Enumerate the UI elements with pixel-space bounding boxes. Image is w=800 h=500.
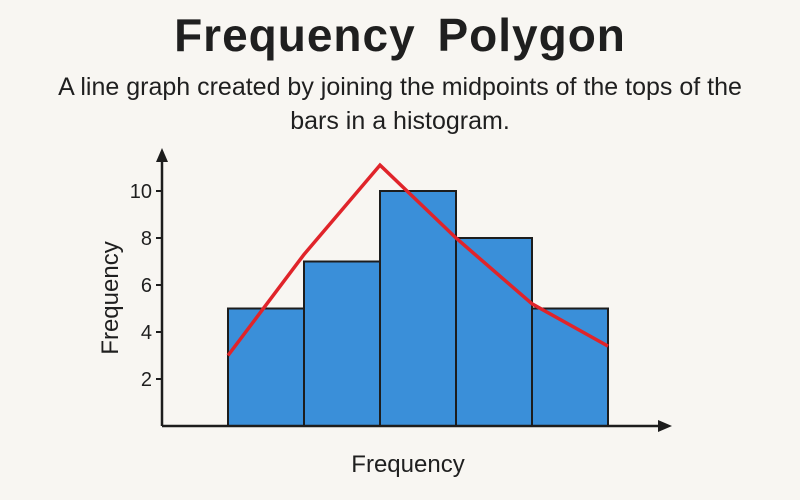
y-tick-label: 4	[141, 322, 152, 344]
chart-title: Frequency Polygon	[174, 9, 626, 61]
y-axis-label: Frequency	[97, 241, 124, 354]
y-tick-label: 2	[141, 369, 152, 391]
bars-group	[227, 190, 609, 427]
histogram-bar	[303, 260, 381, 427]
x-axis-arrow-icon	[658, 420, 672, 432]
y-tick-label: 8	[141, 228, 152, 250]
y-tick-label: 6	[141, 275, 152, 297]
y-axis-arrow-icon	[156, 148, 168, 162]
frequency-polygon-line	[226, 162, 609, 357]
y-tick-label: 10	[130, 181, 152, 203]
chart-subtitle: A line graph created by joining the midp…	[58, 73, 742, 135]
y-ticks-group: 2 4 6 8 10	[130, 181, 162, 391]
histogram-bar	[227, 307, 305, 427]
histogram-bar	[455, 237, 533, 427]
x-axis-label: Frequency	[351, 451, 464, 478]
